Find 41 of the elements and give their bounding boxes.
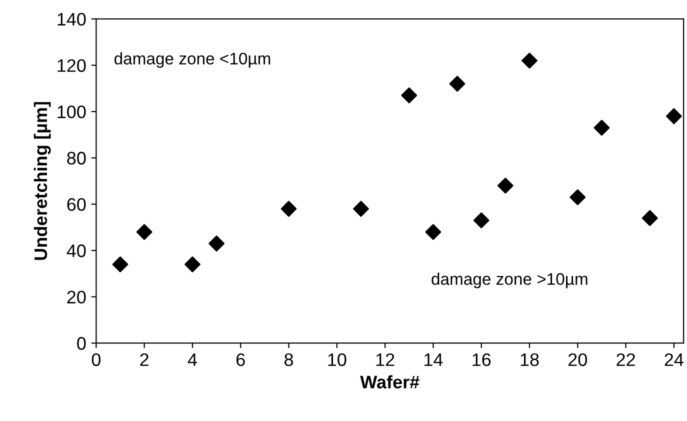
point [208,236,225,252]
y-axis-title: Underetching [µm] [34,102,51,260]
x-tick-label: 2 [140,353,148,366]
point [425,224,442,240]
y-tick-label: 100 [58,106,86,118]
x-tick-label: 12 [376,353,394,366]
annotation: damage zone >10µm [432,272,588,288]
y-tick-label: 140 [58,12,86,26]
x-tick-label: 22 [616,353,635,366]
y-tick-label: 0 [77,337,86,350]
point [666,108,682,124]
point [184,256,200,272]
point [570,189,586,206]
x-tick-label: 16 [472,353,491,366]
x-tick-label: 14 [424,354,443,366]
x-tick-label: 10 [328,353,346,366]
point [594,120,610,136]
annotation: damage zone <10µm [114,52,270,68]
y-tick-label: 20 [67,290,86,304]
x-tick-label: 24 [664,353,684,366]
point [280,200,297,217]
x-axis-title: Wafer# [360,375,420,388]
x-tick-label: 0 [92,353,100,366]
y-tick-label: 80 [67,152,86,165]
point [497,178,514,194]
x-tick-label: 4 [188,354,197,366]
y-tick-label: 120 [58,59,86,72]
point [642,210,658,226]
point [473,212,490,228]
point [401,87,418,104]
x-tick-label: 20 [568,353,587,366]
point [136,224,152,240]
point [522,52,538,69]
point [449,76,466,92]
point [112,256,128,272]
x-tick-label: 6 [236,353,245,366]
y-tick-label: 40 [66,244,86,258]
y-tick-label: 60 [67,198,86,211]
point [353,200,369,217]
x-tick-label: 8 [284,353,293,366]
x-tick-label: 18 [520,353,539,366]
